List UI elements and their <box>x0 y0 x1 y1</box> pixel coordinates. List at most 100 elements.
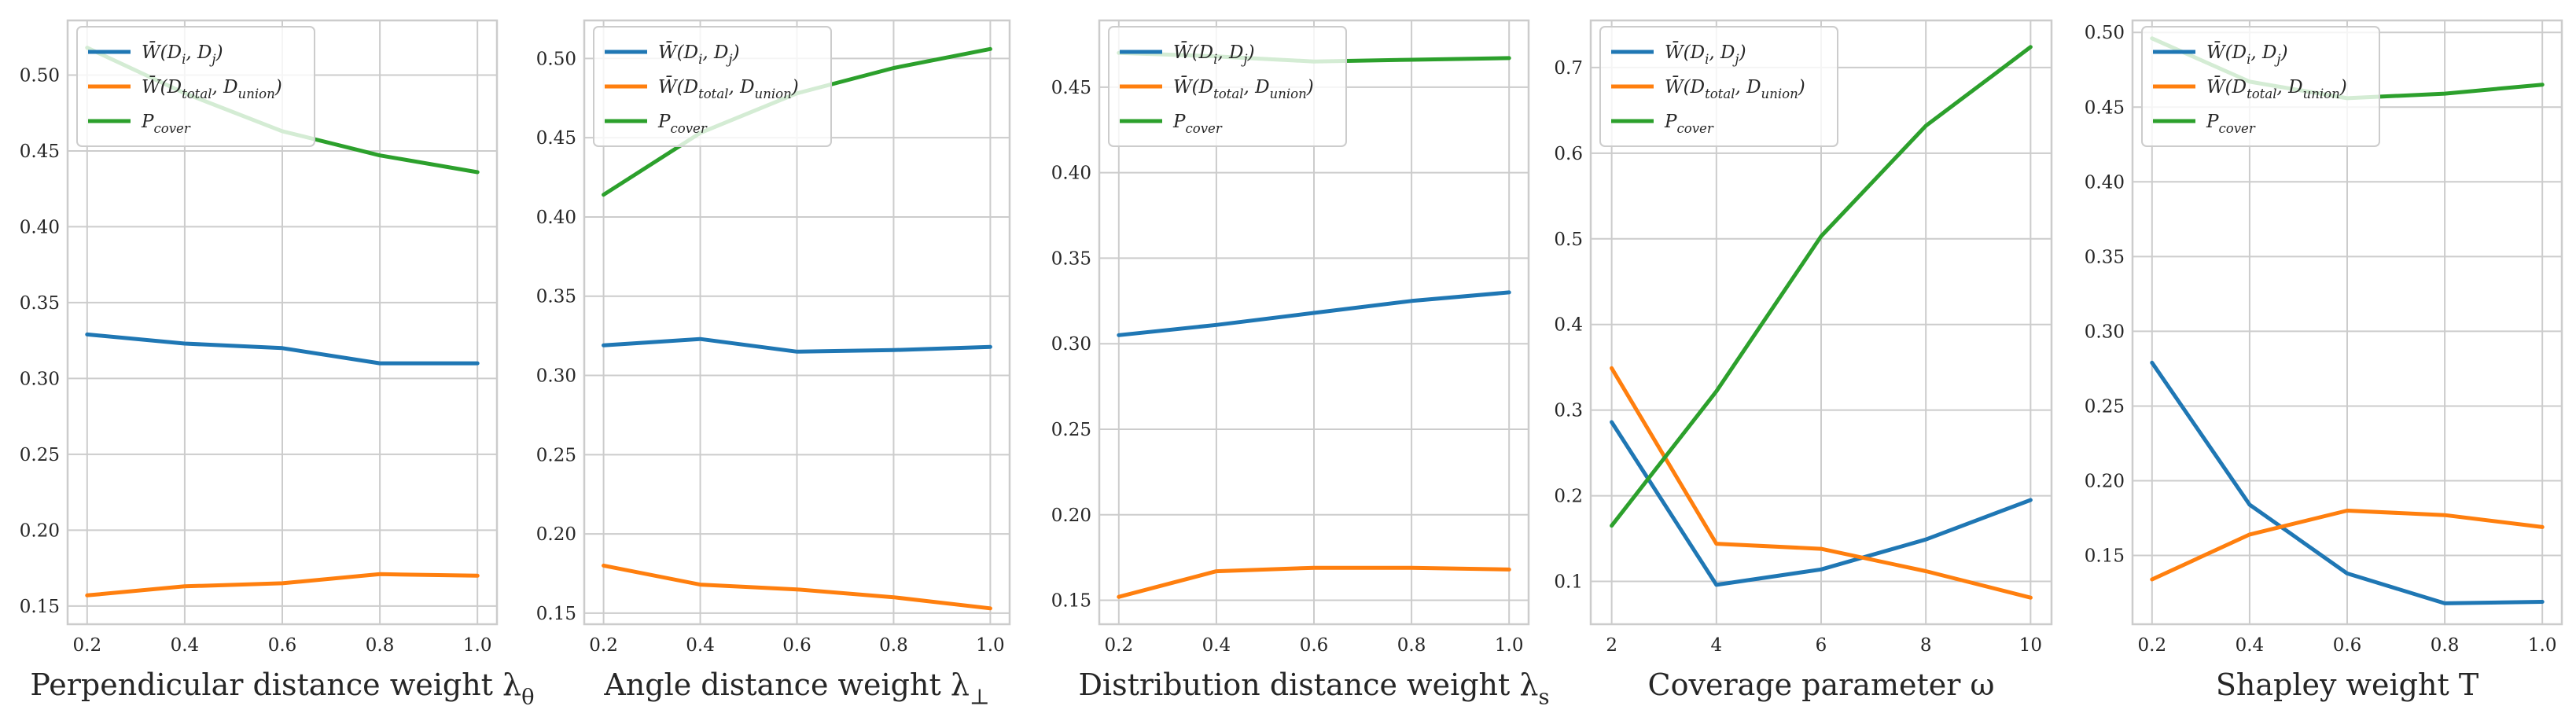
x-tick-label: 0.8 <box>879 635 908 656</box>
legend-label: W̄(Dtotal, Dunion) <box>2206 76 2347 101</box>
legend-label: W̄(Di, Dj) <box>142 42 223 67</box>
y-tick-label: 0.40 <box>20 217 60 237</box>
x-tick-label: 0.6 <box>782 635 811 656</box>
x-tick-label: 0.6 <box>268 635 297 656</box>
legend-label: W̄(Di, Dj) <box>2206 42 2288 67</box>
y-tick-label: 0.35 <box>1051 248 1091 269</box>
y-tick-label: 0.45 <box>536 128 576 149</box>
x-tick-label: 10 <box>2019 635 2042 656</box>
x-tick-label: 0.4 <box>2236 635 2265 656</box>
panel-perpendicular-distance: 0.2 0.4 0.6 0.8 1.0 0.15 0.20 0.25 0.30 0.35 0.40 0… <box>20 19 535 709</box>
y-tick-label: 0.30 <box>20 369 60 389</box>
panel-coverage-parameter: 2 4 6 8 100.10.20.30.40.50.60.7W̄(Di, Dj)W̄(… <box>1554 19 2053 702</box>
y-tick-label: 0.45 <box>2085 97 2125 118</box>
legend-label: W̄(Dtotal, Dunion) <box>142 76 282 101</box>
y-tick-label: 0.35 <box>536 287 576 307</box>
x-axis-label: Perpendicular distance weight λθ <box>30 667 534 709</box>
y-tick-label: 0.4 <box>1554 315 1583 336</box>
series-line-orange <box>1117 565 1511 599</box>
legend: W̄(Di, Dj) W̄(Dtotal, Dunion) Pcover <box>1599 26 1838 147</box>
panel-angle-distance: 0.2 0.4 0.6 0.8 1.0 0.15 0.20 0.25 0.30 0.35 0.40 0… <box>536 19 1011 709</box>
legend: W̄(Di, Dj) W̄(Dtotal, Dunion) Pcover <box>2141 26 2380 147</box>
series-line-blue <box>602 336 992 354</box>
x-tick-label: 2 <box>1606 635 1617 656</box>
y-tick-label: 0.45 <box>1051 78 1091 98</box>
legend-label: W̄(Di, Dj) <box>1665 42 1746 67</box>
y-tick-label: 0.15 <box>20 597 60 617</box>
legend-label: Pcover <box>1664 112 1714 136</box>
x-axis-label: Angle distance weight λ⊥ <box>603 667 989 709</box>
legend-frame <box>2141 26 2380 147</box>
legend: W̄(Di, Dj) W̄(Dtotal, Dunion) Pcover <box>593 26 832 147</box>
series-line-blue <box>1610 420 2033 587</box>
axes-frame <box>1098 19 1530 626</box>
legend-frame <box>593 26 832 147</box>
y-tick-label: 0.15 <box>2085 546 2125 567</box>
series-line-orange <box>85 572 480 598</box>
series-line-orange <box>602 563 992 611</box>
x-tick-label: 0.4 <box>171 635 200 656</box>
panel-distribution-distance: 0.2 0.4 0.6 0.8 1.0 0.15 0.20 0.25 0.30 0.35 0.40 0… <box>1051 19 1550 709</box>
legend-label: Pcover <box>657 112 708 136</box>
y-tick-label: 0.35 <box>20 293 60 314</box>
y-tick-label: 0.6 <box>1554 144 1583 164</box>
legend: W̄(Di, Dj) W̄(Dtotal, Dunion) Pcover <box>1108 26 1347 147</box>
y-tick-label: 0.2 <box>1554 487 1583 507</box>
x-tick-label: 0.8 <box>366 635 395 656</box>
panel-shapley-weight: 0.2 0.4 0.6 0.8 1.0 0.15 0.20 0.25 0.30 0.35 0.40 0… <box>2085 19 2563 702</box>
y-tick-label: 0.40 <box>1051 164 1091 184</box>
x-tick-label: 0.6 <box>2333 635 2362 656</box>
legend-frame <box>1108 26 1347 147</box>
legend: W̄(Di, Dj) W̄(Dtotal, Dunion) Pcover <box>76 26 315 147</box>
series-line-blue <box>1117 290 1511 337</box>
x-tick-label: 0.6 <box>1300 635 1329 656</box>
legend-label: W̄(Dtotal, Dunion) <box>1665 76 1805 101</box>
x-tick-label: 1.0 <box>463 635 492 656</box>
x-tick-label: 6 <box>1816 635 1827 656</box>
y-tick-label: 0.25 <box>536 445 576 465</box>
axes-frame <box>1589 19 2053 626</box>
legend-label: W̄(Di, Dj) <box>1173 42 1255 67</box>
legend-frame <box>1599 26 1838 147</box>
x-tick-label: 0.4 <box>686 635 715 656</box>
x-tick-label: 0.2 <box>1105 635 1134 656</box>
y-tick-label: 0.20 <box>1051 506 1091 526</box>
x-tick-label: 0.4 <box>1202 635 1231 656</box>
legend-label: Pcover <box>1172 112 1223 136</box>
y-tick-label: 0.30 <box>2085 322 2125 342</box>
axes-frame <box>583 19 1011 626</box>
y-tick-label: 0.15 <box>1051 591 1091 612</box>
series-line-blue <box>2150 360 2545 605</box>
x-tick-label: 0.2 <box>73 635 102 656</box>
legend-label: Pcover <box>2206 112 2256 136</box>
y-tick-label: 0.20 <box>20 520 60 541</box>
y-tick-label: 0.20 <box>536 524 576 545</box>
axes-frame <box>2131 19 2563 626</box>
x-tick-label: 4 <box>1710 635 1722 656</box>
x-tick-label: 0.2 <box>589 635 618 656</box>
y-tick-label: 0.3 <box>1554 401 1583 421</box>
y-tick-label: 0.35 <box>2085 247 2125 267</box>
x-tick-label: 1.0 <box>2528 635 2557 656</box>
series-line-orange <box>1610 366 2033 600</box>
y-tick-label: 0.15 <box>536 604 576 624</box>
legend-label: W̄(Dtotal, Dunion) <box>658 76 799 101</box>
y-tick-label: 0.40 <box>536 208 576 228</box>
x-tick-label: 0.8 <box>1397 635 1426 656</box>
y-tick-label: 0.40 <box>2085 172 2125 193</box>
y-tick-label: 0.25 <box>2085 396 2125 417</box>
y-tick-label: 0.25 <box>1051 420 1091 440</box>
legend-label: W̄(Dtotal, Dunion) <box>1173 76 1314 101</box>
x-axis-label: Coverage parameter ω <box>1648 667 1995 702</box>
series-line-blue <box>85 332 480 366</box>
series-line-orange <box>2150 509 2545 582</box>
x-axis-label: Shapley weight T <box>2216 667 2478 702</box>
y-tick-label: 0.30 <box>536 366 576 387</box>
y-tick-label: 0.50 <box>2085 23 2125 43</box>
axes-frame <box>66 19 499 626</box>
y-tick-label: 0.1 <box>1554 572 1583 593</box>
y-tick-label: 0.30 <box>1051 334 1091 355</box>
x-tick-label: 1.0 <box>976 635 1005 656</box>
x-tick-label: 0.2 <box>2138 635 2167 656</box>
